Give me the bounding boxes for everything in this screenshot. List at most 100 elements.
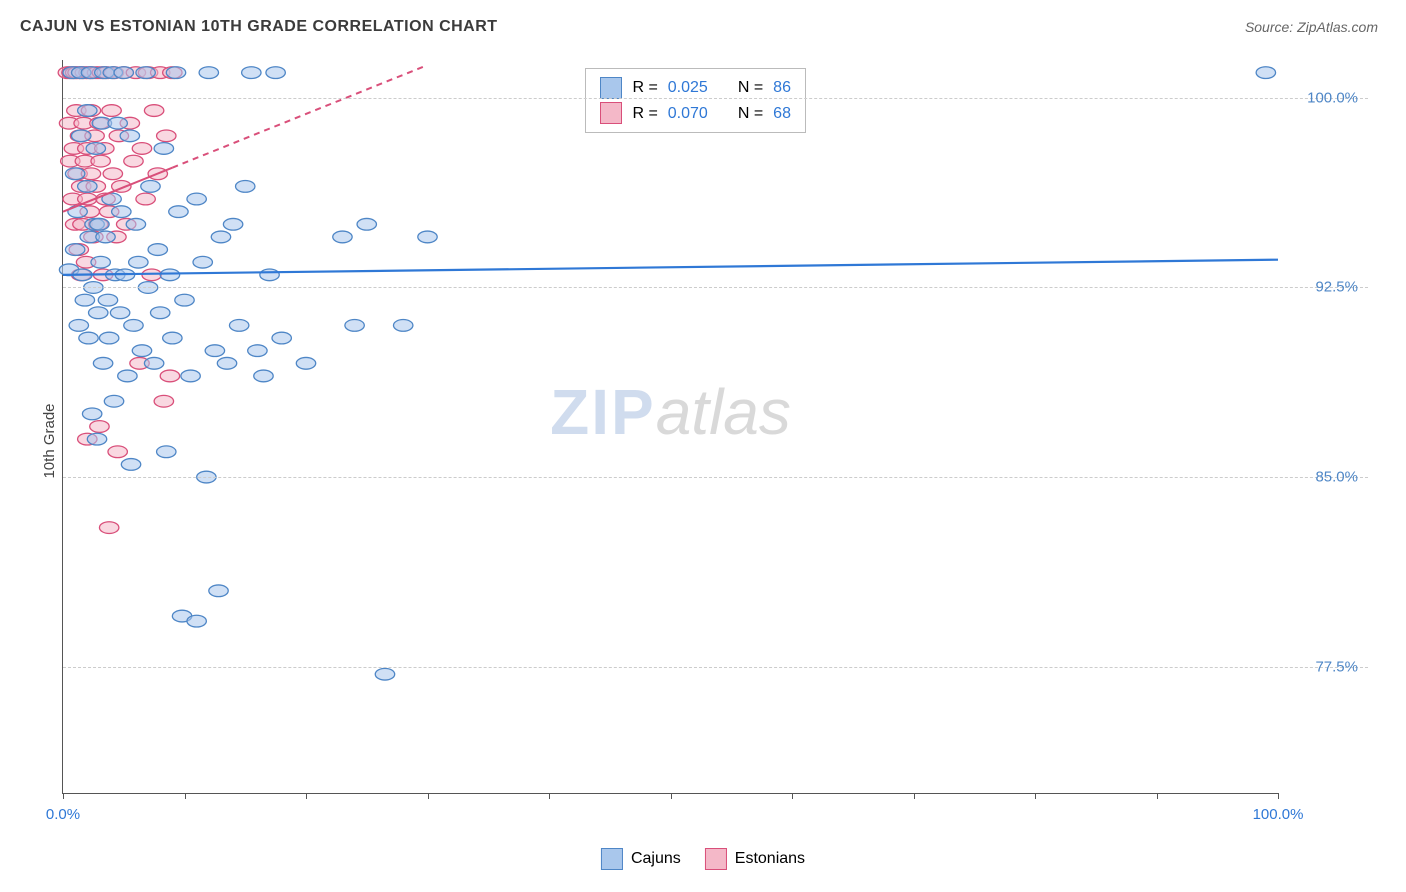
y-tick-label: 77.5%	[1315, 658, 1358, 675]
data-point	[260, 269, 279, 281]
data-point	[136, 193, 155, 205]
n-value-estonians: 68	[773, 101, 791, 127]
data-point	[418, 231, 437, 243]
data-point	[79, 332, 98, 344]
data-point	[175, 294, 194, 306]
data-point	[181, 370, 200, 382]
data-point	[120, 130, 139, 142]
bottom-legend-estonians: Estonians	[705, 848, 805, 870]
data-point	[357, 218, 376, 230]
data-point	[98, 294, 117, 306]
stats-legend-row-estonians: R = 0.070 N = 68	[600, 101, 791, 127]
data-point	[209, 585, 228, 597]
trendline-cajuns	[63, 260, 1278, 275]
data-point	[93, 357, 112, 369]
data-point	[1256, 67, 1275, 79]
data-point	[154, 143, 173, 155]
data-point	[78, 105, 97, 117]
y-tick-label: 92.5%	[1315, 279, 1358, 296]
data-point	[118, 370, 137, 382]
data-point	[91, 155, 110, 167]
data-point	[187, 193, 206, 205]
data-point	[242, 67, 261, 79]
data-point	[160, 269, 179, 281]
data-point	[89, 307, 108, 319]
n-value-cajuns: 86	[773, 75, 791, 101]
chart-title: CAJUN VS ESTONIAN 10TH GRADE CORRELATION…	[20, 18, 498, 36]
data-point	[91, 256, 110, 268]
data-point	[148, 244, 167, 256]
data-point	[296, 357, 315, 369]
r-label: R =	[632, 101, 657, 127]
data-point	[110, 307, 129, 319]
data-point	[144, 357, 163, 369]
gridline	[63, 287, 1368, 288]
swatch-estonians	[600, 102, 622, 124]
data-point	[254, 370, 273, 382]
x-tick	[1035, 793, 1036, 799]
data-point	[393, 320, 412, 332]
data-point	[126, 218, 145, 230]
data-point	[193, 256, 212, 268]
bottom-legend-cajuns: Cajuns	[601, 848, 681, 870]
data-point	[108, 117, 127, 129]
data-point	[87, 433, 106, 445]
data-point	[199, 67, 218, 79]
bottom-legend-label-estonians: Estonians	[735, 850, 805, 868]
trendline-estonians-dashed	[172, 65, 427, 168]
data-point	[169, 206, 188, 218]
data-point	[154, 395, 173, 407]
data-point	[333, 231, 352, 243]
data-point	[166, 67, 185, 79]
data-point	[82, 408, 101, 420]
y-tick-label: 100.0%	[1307, 89, 1358, 106]
stats-legend: R = 0.025 N = 86 R = 0.070 N = 68	[585, 68, 806, 133]
r-label: R =	[632, 75, 657, 101]
x-tick	[792, 793, 793, 799]
x-axis-max-label: 100.0%	[1253, 806, 1304, 823]
data-point	[132, 143, 151, 155]
data-point	[99, 522, 118, 534]
gridline	[63, 477, 1368, 478]
n-label: N =	[738, 101, 763, 127]
data-point	[90, 421, 109, 433]
data-point	[72, 130, 91, 142]
bottom-legend-label-cajuns: Cajuns	[631, 850, 681, 868]
data-point	[217, 357, 236, 369]
swatch-cajuns	[600, 77, 622, 99]
data-point	[86, 143, 105, 155]
x-tick	[1157, 793, 1158, 799]
data-point	[124, 155, 143, 167]
data-point	[96, 231, 115, 243]
r-value-estonians: 0.070	[668, 101, 708, 127]
data-point	[144, 105, 163, 117]
data-point	[75, 294, 94, 306]
data-point	[90, 218, 109, 230]
data-point	[112, 206, 131, 218]
y-tick-label: 85.0%	[1315, 469, 1358, 486]
x-tick	[1278, 793, 1279, 799]
plot-svg	[63, 60, 1278, 793]
data-point	[345, 320, 364, 332]
chart-container: 10th Grade ZIPatlas R = 0.025 N = 86 R =…	[48, 50, 1368, 832]
data-point	[104, 395, 123, 407]
x-tick	[428, 793, 429, 799]
data-point	[211, 231, 230, 243]
x-tick	[549, 793, 550, 799]
data-point	[187, 615, 206, 627]
plot-area: ZIPatlas R = 0.025 N = 86 R = 0.070 N = …	[62, 60, 1278, 794]
data-point	[65, 244, 84, 256]
data-point	[223, 218, 242, 230]
swatch-estonians-bottom	[705, 848, 727, 870]
data-point	[65, 168, 84, 180]
data-point	[150, 307, 169, 319]
data-point	[205, 345, 224, 357]
gridline	[63, 98, 1368, 99]
swatch-cajuns-bottom	[601, 848, 623, 870]
header: CAJUN VS ESTONIAN 10TH GRADE CORRELATION…	[0, 0, 1406, 44]
gridline	[63, 667, 1368, 668]
data-point	[141, 181, 160, 193]
data-point	[157, 446, 176, 458]
stats-legend-row-cajuns: R = 0.025 N = 86	[600, 75, 791, 101]
data-point	[157, 130, 176, 142]
